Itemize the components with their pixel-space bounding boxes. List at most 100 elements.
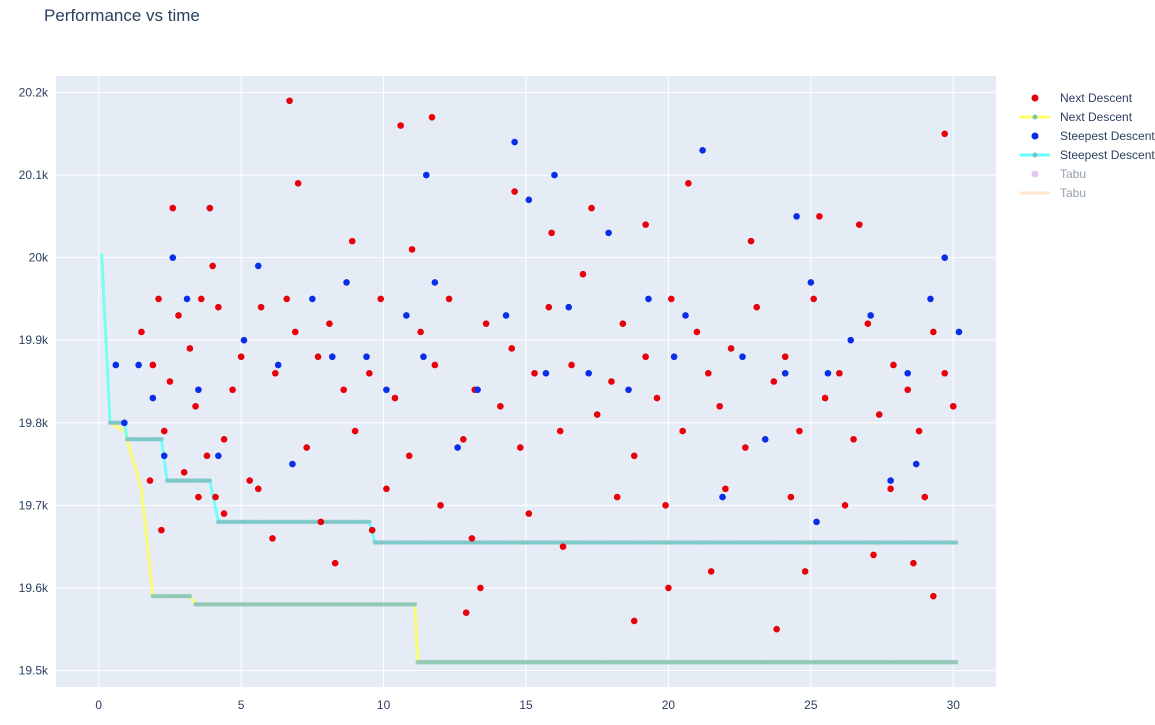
data-point[interactable] — [542, 369, 550, 377]
data-point[interactable] — [428, 113, 436, 121]
data-point[interactable] — [747, 237, 755, 245]
data-point[interactable] — [502, 312, 510, 319]
data-point[interactable] — [887, 477, 894, 484]
data-point[interactable] — [383, 485, 390, 493]
data-point[interactable] — [408, 246, 416, 253]
data-point[interactable] — [291, 328, 299, 336]
data-point[interactable] — [158, 526, 165, 534]
data-point[interactable] — [875, 411, 883, 418]
data-point[interactable] — [807, 279, 815, 286]
data-point[interactable] — [613, 493, 621, 501]
data-point[interactable] — [417, 328, 424, 336]
data-point[interactable] — [348, 237, 356, 245]
data-point[interactable] — [682, 312, 689, 319]
data-point[interactable] — [195, 386, 202, 394]
data-point[interactable] — [773, 625, 780, 633]
data-point[interactable] — [593, 411, 601, 418]
data-point[interactable] — [368, 526, 376, 534]
data-point[interactable] — [816, 213, 823, 220]
data-point[interactable] — [568, 361, 575, 369]
data-point[interactable] — [810, 295, 817, 303]
data-point[interactable] — [796, 427, 803, 435]
data-point[interactable] — [405, 452, 413, 460]
legend-item[interactable]: Steepest Descent — [1031, 129, 1155, 143]
data-point[interactable] — [377, 295, 385, 303]
data-point[interactable] — [855, 221, 863, 228]
data-point[interactable] — [477, 584, 484, 592]
data-point[interactable] — [545, 303, 553, 311]
data-point[interactable] — [548, 229, 555, 237]
data-point[interactable] — [793, 213, 800, 220]
data-point[interactable] — [303, 444, 310, 451]
data-point[interactable] — [921, 493, 929, 501]
data-point[interactable] — [904, 369, 911, 377]
data-point[interactable] — [138, 328, 145, 336]
data-point[interactable] — [565, 303, 573, 311]
data-point[interactable] — [269, 535, 276, 542]
data-point[interactable] — [112, 361, 120, 369]
data-point[interactable] — [511, 138, 518, 146]
data-point[interactable] — [397, 122, 404, 129]
data-point[interactable] — [462, 609, 470, 616]
data-point[interactable] — [693, 328, 701, 336]
data-point[interactable] — [180, 469, 188, 476]
data-point[interactable] — [160, 452, 168, 460]
data-point[interactable] — [329, 353, 336, 361]
data-point[interactable] — [719, 493, 726, 501]
data-point[interactable] — [941, 254, 949, 261]
data-point[interactable] — [761, 435, 769, 443]
data-point[interactable] — [294, 180, 302, 187]
data-point[interactable] — [121, 419, 128, 427]
data-point[interactable] — [149, 394, 157, 402]
data-point[interactable] — [685, 180, 692, 187]
data-point[interactable] — [215, 303, 222, 311]
data-point[interactable] — [781, 353, 789, 361]
data-point[interactable] — [559, 543, 567, 550]
data-point[interactable] — [619, 320, 627, 328]
data-point[interactable] — [517, 444, 524, 451]
data-point[interactable] — [941, 369, 949, 377]
data-point[interactable] — [579, 270, 587, 278]
data-point[interactable] — [283, 295, 291, 303]
data-point[interactable] — [289, 460, 296, 468]
data-point[interactable] — [625, 386, 632, 394]
data-point[interactable] — [927, 295, 934, 303]
legend-item[interactable]: Tabu — [1020, 186, 1086, 200]
legend-item[interactable]: Next Descent — [1031, 91, 1133, 105]
data-point[interactable] — [326, 320, 333, 328]
data-point[interactable] — [653, 394, 661, 402]
data-point[interactable] — [821, 394, 829, 402]
data-point[interactable] — [237, 353, 245, 361]
data-point[interactable] — [781, 369, 789, 377]
data-point[interactable] — [739, 353, 746, 361]
data-point[interactable] — [155, 295, 162, 303]
data-point[interactable] — [314, 353, 322, 361]
data-point[interactable] — [642, 221, 649, 228]
data-point[interactable] — [146, 477, 154, 484]
data-point[interactable] — [166, 378, 174, 385]
data-point[interactable] — [941, 130, 949, 138]
data-point[interactable] — [197, 295, 205, 303]
data-point[interactable] — [904, 386, 911, 394]
data-point[interactable] — [169, 204, 177, 212]
data-point[interactable] — [497, 402, 504, 410]
data-point[interactable] — [209, 262, 216, 270]
data-point[interactable] — [630, 452, 638, 460]
data-point[interactable] — [272, 369, 279, 377]
data-point[interactable] — [195, 493, 202, 501]
data-point[interactable] — [847, 336, 855, 344]
data-point[interactable] — [870, 551, 877, 559]
data-point[interactable] — [525, 510, 533, 517]
data-point[interactable] — [468, 535, 476, 542]
data-point[interactable] — [363, 353, 370, 361]
data-point[interactable] — [705, 369, 712, 377]
legend-item[interactable]: Tabu — [1031, 167, 1087, 181]
data-point[interactable] — [642, 353, 649, 361]
data-point[interactable] — [445, 295, 453, 303]
data-point[interactable] — [841, 502, 849, 509]
data-point[interactable] — [836, 369, 843, 377]
data-point[interactable] — [206, 204, 214, 212]
data-point[interactable] — [915, 427, 923, 435]
data-point[interactable] — [801, 568, 809, 575]
